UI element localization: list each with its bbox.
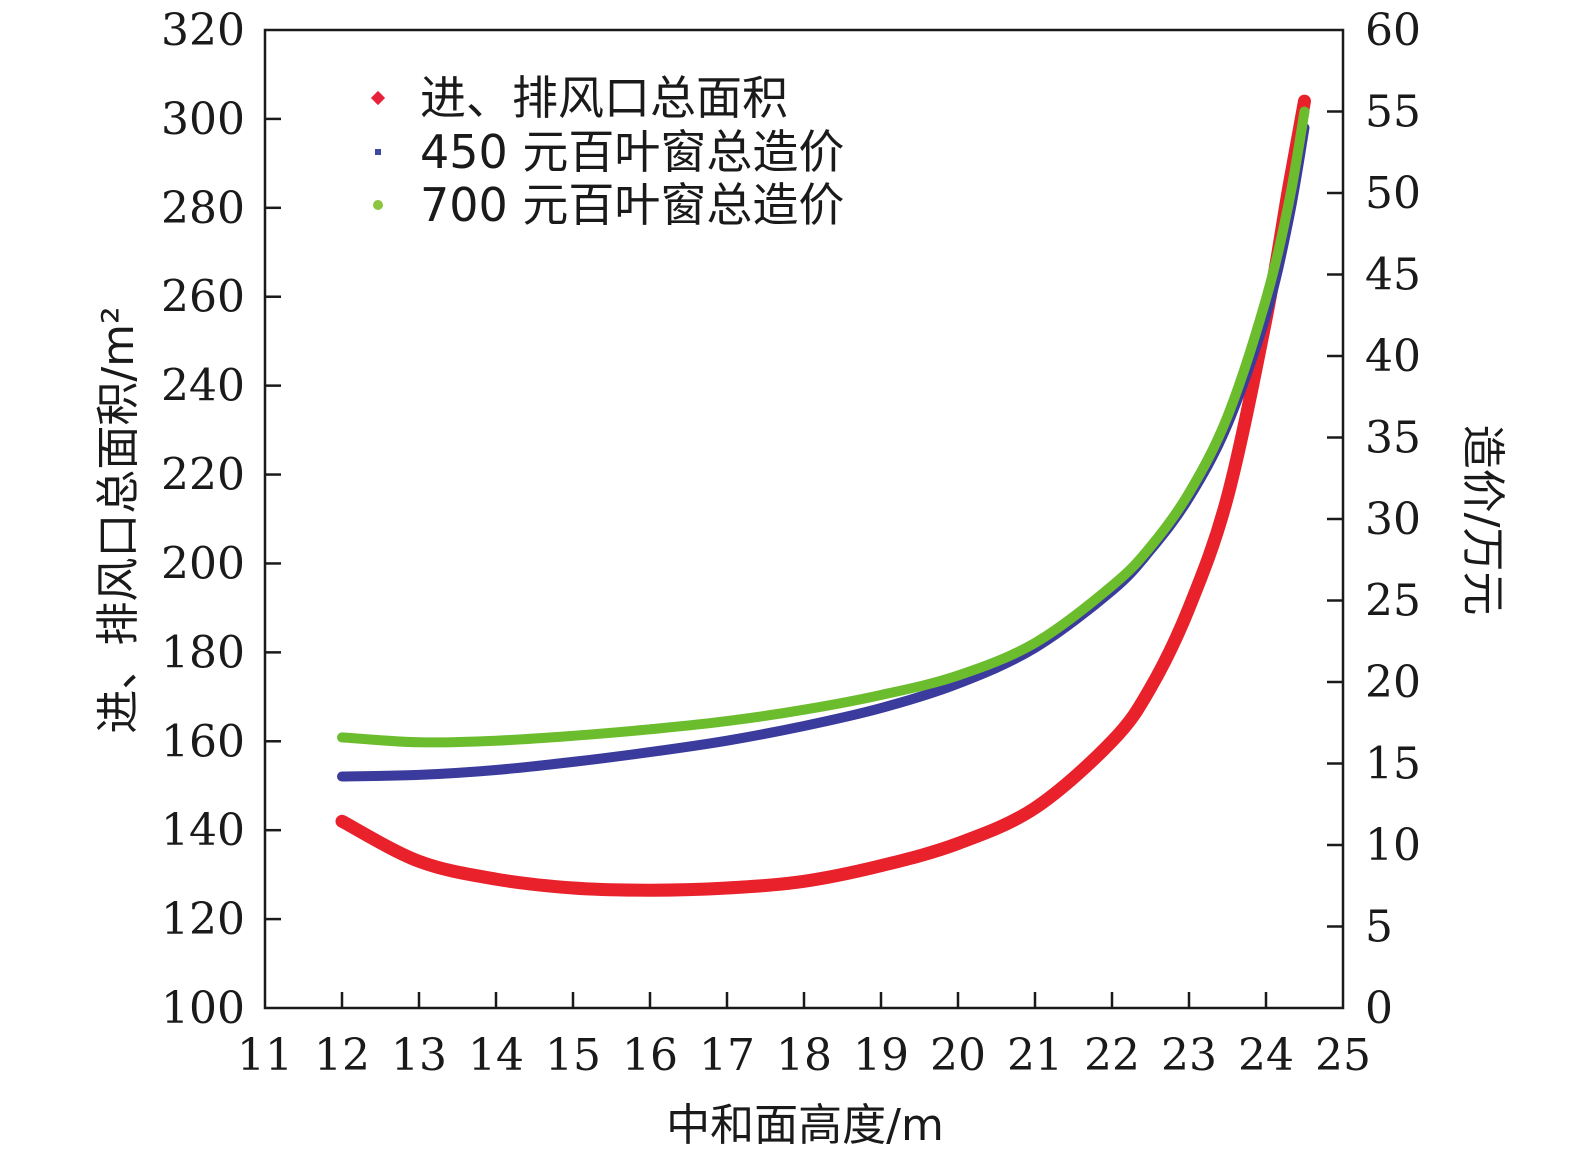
right-y-tick-label: 25 xyxy=(1365,576,1421,627)
right-y-tick-label: 35 xyxy=(1365,413,1421,464)
legend-label: 进、排风口总面积 xyxy=(420,71,788,125)
x-tick-label: 15 xyxy=(545,1030,601,1081)
x-tick-label: 17 xyxy=(699,1030,755,1081)
right-y-tick-label: 10 xyxy=(1365,820,1421,871)
x-tick-label: 24 xyxy=(1238,1030,1294,1081)
left-y-tick-label: 120 xyxy=(161,894,245,945)
right-y-tick-label: 55 xyxy=(1365,87,1421,138)
x-tick-label: 25 xyxy=(1315,1030,1371,1081)
left-y-tick-label: 100 xyxy=(161,983,245,1034)
right-y-tick-label: 40 xyxy=(1365,331,1421,382)
series-line xyxy=(335,94,1311,897)
x-tick-label: 22 xyxy=(1084,1030,1140,1081)
left-y-tick-label: 240 xyxy=(161,361,245,412)
right-y-tick-label: 45 xyxy=(1365,250,1421,301)
series-line xyxy=(337,106,1310,748)
left-y-tick-label: 300 xyxy=(161,94,245,145)
x-tick-label: 11 xyxy=(237,1030,293,1081)
left-y-tick-label: 180 xyxy=(161,627,245,678)
right-y-axis-ticks: 0 5 10 15 20 25 30 35 40 45 50 55 60 xyxy=(1327,5,1421,1034)
x-tick-label: 19 xyxy=(853,1030,909,1081)
x-tick-label: 20 xyxy=(930,1030,986,1081)
x-tick-label: 16 xyxy=(622,1030,678,1081)
right-y-tick-label: 20 xyxy=(1365,657,1421,708)
x-tick-label: 18 xyxy=(776,1030,832,1081)
x-tick-label: 23 xyxy=(1161,1030,1217,1081)
right-y-tick-label: 60 xyxy=(1365,5,1421,56)
series-3 xyxy=(337,106,1310,748)
legend-item: 450 元百叶窗总造价 xyxy=(375,125,844,179)
series-1 xyxy=(335,94,1311,897)
right-y-tick-label: 15 xyxy=(1365,739,1421,790)
right-y-tick-label: 30 xyxy=(1365,494,1421,545)
left-y-axis-ticks: 100 120 140 160 180 200 220 240 260 280 300 320 xyxy=(161,5,281,1034)
left-y-tick-label: 320 xyxy=(161,5,245,56)
x-tick-label: 12 xyxy=(314,1030,370,1081)
legend-marker xyxy=(375,149,381,155)
left-y-tick-label: 140 xyxy=(161,805,245,856)
left-y-tick-label: 280 xyxy=(161,183,245,234)
right-y-axis-title: 造价/万元 xyxy=(1457,425,1508,616)
legend-label: 700 元百叶窗总造价 xyxy=(420,178,844,232)
left-y-tick-label: 260 xyxy=(161,272,245,323)
legend-marker xyxy=(370,90,386,106)
left-y-tick-label: 160 xyxy=(161,716,245,767)
x-axis-title: 中和面高度/m xyxy=(666,1100,944,1151)
legend-label: 450 元百叶窗总造价 xyxy=(420,125,844,179)
x-tick-label: 14 xyxy=(468,1030,524,1081)
left-y-axis-title: 进、排风口总面积/m² xyxy=(93,306,144,733)
series-layer xyxy=(335,94,1311,897)
legend-item: 进、排风口总面积 xyxy=(370,71,788,125)
x-tick-label: 13 xyxy=(391,1030,447,1081)
left-y-tick-label: 200 xyxy=(161,538,245,589)
legend-item: 700 元百叶窗总造价 xyxy=(373,178,844,232)
x-axis-ticks: 11 12 13 14 15 16 17 18 19 20 21 22 23 24 25 xyxy=(237,992,1371,1081)
legend-marker xyxy=(373,200,383,210)
x-tick-label: 21 xyxy=(1007,1030,1063,1081)
left-y-tick-label: 220 xyxy=(161,450,245,501)
right-y-tick-label: 0 xyxy=(1365,983,1393,1034)
right-y-tick-label: 5 xyxy=(1365,902,1393,953)
right-y-tick-label: 50 xyxy=(1365,168,1421,219)
